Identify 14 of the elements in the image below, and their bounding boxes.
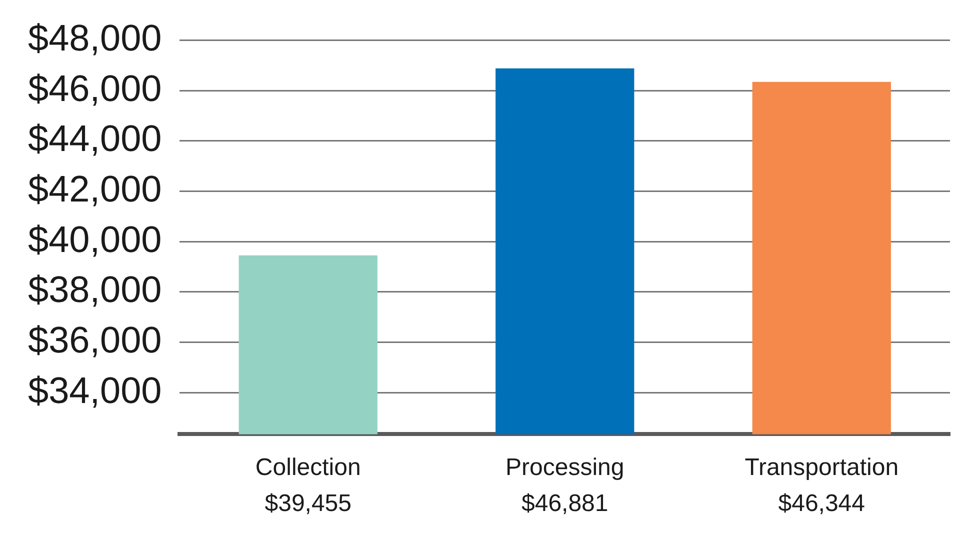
x-tick-label: Processing bbox=[506, 454, 624, 482]
y-tick-label: $38,000 bbox=[28, 269, 162, 310]
data-label: $39,455 bbox=[264, 490, 352, 517]
data-label: $46,344 bbox=[778, 490, 866, 517]
data-label: $46,881 bbox=[521, 490, 608, 517]
y-tick-label: $36,000 bbox=[28, 320, 162, 361]
x-tick-label: Transportation bbox=[744, 454, 899, 482]
y-tick-label: $46,000 bbox=[28, 68, 162, 109]
y-tick-label: $44,000 bbox=[28, 118, 162, 160]
y-tick-label: $34,000 bbox=[28, 370, 162, 411]
y-tick-label: $48,000 bbox=[28, 17, 162, 58]
y-tick-label: $40,000 bbox=[28, 218, 162, 260]
y-tick-label: $42,000 bbox=[28, 168, 162, 210]
x-tick-label: Collection bbox=[255, 454, 361, 482]
